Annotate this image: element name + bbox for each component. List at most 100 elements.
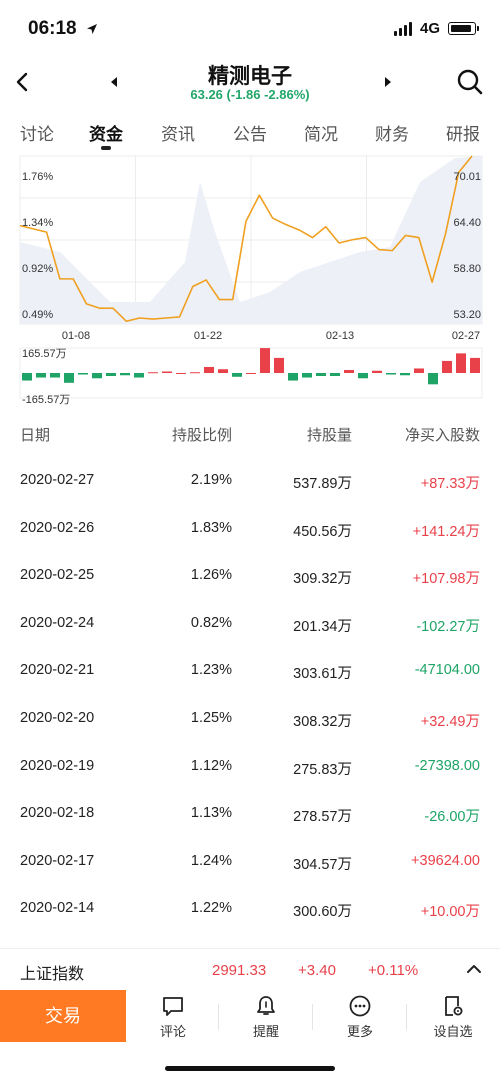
y-axis-left-label: 1.76% xyxy=(22,171,53,183)
tab-financials[interactable]: 财务 xyxy=(375,125,409,144)
net-buy-bar xyxy=(50,373,60,378)
header-ratio: 持股比例 xyxy=(171,427,232,444)
row-shares: 304.57万 xyxy=(293,856,352,873)
trade-button[interactable]: 交易 xyxy=(0,990,126,1042)
chevron-left-icon xyxy=(16,72,28,92)
watchlist-settings-icon xyxy=(445,996,463,1016)
table-row[interactable]: 2020-02-24 0.82% 201.34万 -102.27万 xyxy=(0,601,500,649)
tab-announcements[interactable]: 公告 xyxy=(233,125,267,144)
alert-button[interactable]: 提醒 xyxy=(219,990,313,1042)
y-axis-right-label: 58.80 xyxy=(453,263,481,275)
y-axis-right-label: 53.20 xyxy=(453,309,481,321)
tab-profile[interactable]: 简况 xyxy=(304,125,338,144)
net-buy-bar xyxy=(190,372,200,374)
chevron-up-icon[interactable] xyxy=(462,957,486,981)
more-icon xyxy=(349,995,371,1017)
network-type: 4G xyxy=(419,20,440,37)
bar-axis-min-label: -165.57万 xyxy=(22,394,70,406)
next-stock-button[interactable] xyxy=(376,70,400,94)
row-net-buy: +32.49万 xyxy=(420,713,480,730)
net-buy-bar xyxy=(414,368,424,373)
row-net-buy: +39624.00 xyxy=(411,852,480,869)
y-axis-right-label: 64.40 xyxy=(453,217,481,229)
table-row[interactable]: 2020-02-19 1.12% 275.83万 -27398.00 xyxy=(0,744,500,792)
net-buy-bar xyxy=(288,373,298,381)
table-row[interactable]: 2020-02-26 1.83% 450.56万 +141.24万 xyxy=(0,506,500,554)
net-buy-bar xyxy=(246,373,256,374)
row-net-buy: +10.00万 xyxy=(420,904,480,921)
row-ratio: 1.12% xyxy=(190,757,232,774)
net-buy-bar xyxy=(456,353,466,373)
net-buy-bar xyxy=(442,360,452,373)
home-area xyxy=(0,1042,500,1083)
index-bar[interactable]: 上证指数 2991.33 +3.40 +0.11% xyxy=(0,948,500,990)
table-row[interactable]: 2020-02-18 1.13% 278.57万 -26.00万 xyxy=(0,791,500,839)
row-date: 2020-02-17 xyxy=(20,852,95,869)
net-buy-bar xyxy=(134,373,144,378)
add-watchlist-label: 设自选 xyxy=(433,1024,473,1039)
header-net-buy: 净买入股数 xyxy=(404,427,480,444)
row-date: 2020-02-21 xyxy=(20,662,95,679)
net-buy-bar xyxy=(260,348,270,373)
row-shares: 303.61万 xyxy=(293,666,352,683)
back-button[interactable] xyxy=(6,64,42,100)
net-buy-bar xyxy=(106,373,116,377)
y-axis-left-label: 0.92% xyxy=(22,263,53,275)
price-area xyxy=(20,156,482,324)
net-buy-bar xyxy=(204,366,214,373)
row-net-buy: -26.00万 xyxy=(424,809,480,826)
holding-chart[interactable]: 1.76% 1.34% 0.92% 0.49% 70.01 64.40 58.80 53.2… xyxy=(0,152,500,410)
stock-quote: 63.26 (-1.86 -2.86%) xyxy=(190,87,310,102)
index-name: 上证指数 xyxy=(20,966,85,983)
signal-icon xyxy=(393,21,412,36)
stock-name: 精测电子 xyxy=(208,65,292,88)
prev-stock-button[interactable] xyxy=(102,70,126,94)
net-buy-bar xyxy=(372,370,382,373)
home-indicator[interactable] xyxy=(165,1066,335,1071)
row-ratio: 1.26% xyxy=(190,567,232,584)
header-date: 日期 xyxy=(20,427,51,444)
net-buy-bar xyxy=(218,369,228,373)
more-button[interactable]: 更多 xyxy=(313,990,407,1042)
table-row[interactable]: 2020-02-21 1.23% 303.61万 -47104.00 xyxy=(0,648,500,696)
tab-research[interactable]: 研报 xyxy=(446,125,480,144)
alert-label: 提醒 xyxy=(252,1024,279,1039)
row-net-buy: +87.33万 xyxy=(420,476,480,492)
net-buy-bar xyxy=(36,373,46,378)
table-row[interactable]: 2020-02-14 1.22% 300.60万 +10.00万 xyxy=(0,886,500,934)
holding-ratio-line xyxy=(19,155,473,323)
net-buy-bar xyxy=(428,373,438,385)
table-row[interactable]: 2020-02-17 1.24% 304.57万 +39624.00 xyxy=(0,839,500,887)
tab-discussion[interactable]: 讨论 xyxy=(20,125,54,144)
net-buy-bar xyxy=(470,357,480,373)
x-axis-label: 01-22 xyxy=(194,330,222,342)
row-date: 2020-02-26 xyxy=(20,519,95,536)
bar-axis-max-label: 165.57万 xyxy=(22,348,67,360)
row-date: 2020-02-25 xyxy=(20,567,95,584)
add-watchlist-button[interactable]: 设自选 xyxy=(406,990,500,1042)
row-net-buy: -27398.00 xyxy=(414,757,480,774)
bottom-bar: 交易 评论 提醒 更多 设自选 xyxy=(0,990,500,1042)
net-buy-bar xyxy=(120,373,130,376)
comment-icon xyxy=(163,997,183,1016)
comment-button[interactable]: 评论 xyxy=(126,990,220,1042)
table-row[interactable]: 2020-02-25 1.26% 309.32万 +107.98万 xyxy=(0,553,500,601)
search-button[interactable] xyxy=(454,66,486,98)
net-buy-bar xyxy=(386,373,396,375)
table-row[interactable]: 2020-02-27 2.19% 537.89万 +87.33万 xyxy=(0,458,500,506)
row-shares: 537.89万 xyxy=(293,476,352,492)
row-net-buy: -47104.00 xyxy=(414,662,480,679)
tab-funds[interactable]: 资金 xyxy=(89,125,123,144)
row-net-buy: +107.98万 xyxy=(412,571,480,588)
row-ratio: 1.25% xyxy=(190,709,232,726)
row-ratio: 1.13% xyxy=(190,805,232,822)
divider xyxy=(218,1004,219,1030)
row-ratio: 1.24% xyxy=(190,852,232,869)
row-date: 2020-02-19 xyxy=(20,757,95,774)
bar-frame xyxy=(19,347,483,399)
index-change: +3.40 xyxy=(298,962,336,979)
table-row[interactable]: 2020-02-20 1.25% 308.32万 +32.49万 xyxy=(0,696,500,744)
tab-news[interactable]: 资讯 xyxy=(161,125,195,144)
net-buy-bar xyxy=(64,373,74,383)
y-axis-right-label: 70.01 xyxy=(453,171,481,183)
